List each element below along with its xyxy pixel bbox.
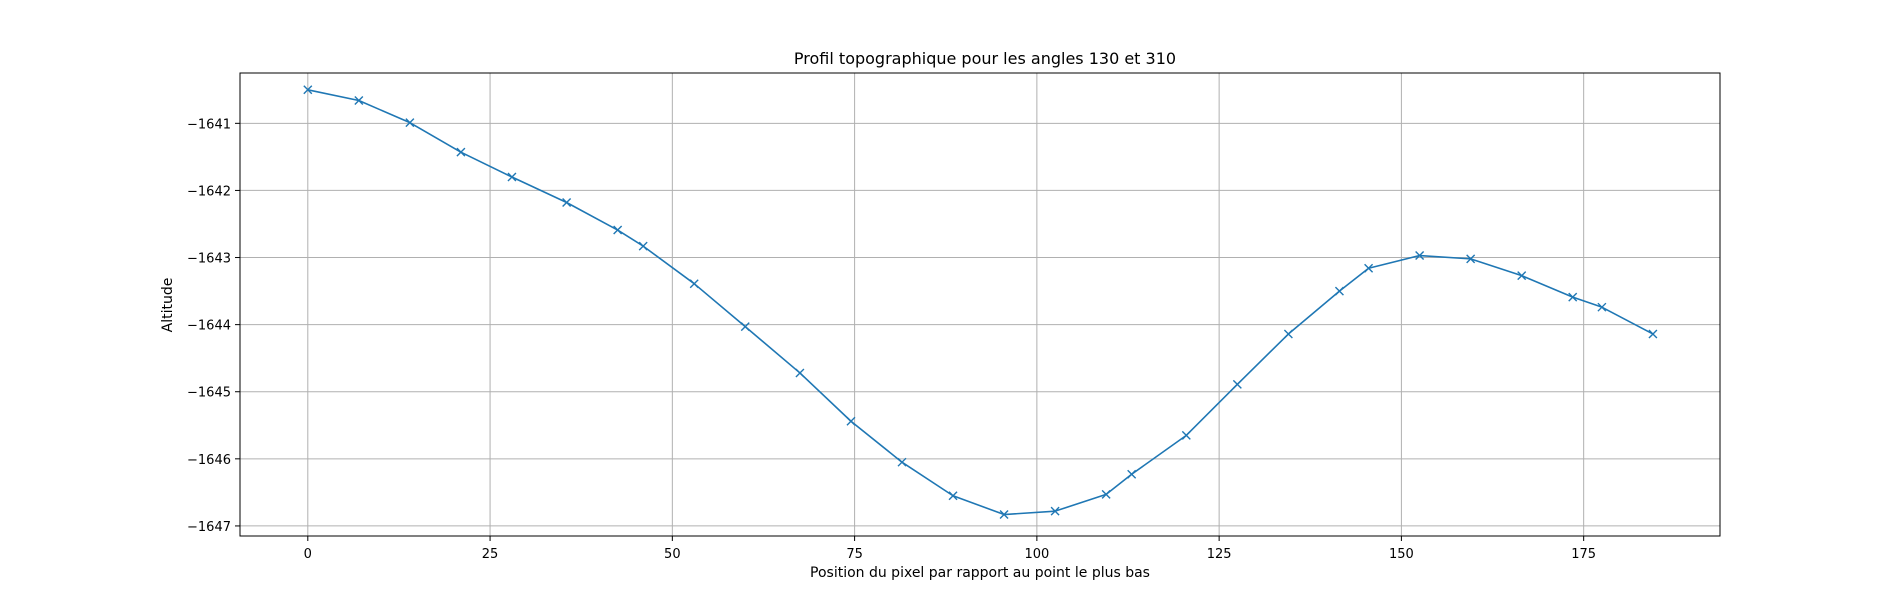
data-point: [1648, 329, 1658, 339]
data-point: [1101, 489, 1111, 499]
data-point: [795, 368, 805, 378]
x-tick-label: 75: [846, 547, 863, 562]
data-point: [846, 416, 856, 426]
data-point: [1517, 271, 1527, 281]
data-point: [897, 457, 907, 467]
x-tick-label: 100: [1024, 547, 1049, 562]
y-tick-label: −1643: [187, 252, 231, 267]
y-tick-label: −1641: [187, 117, 231, 132]
data-point: [689, 279, 699, 289]
y-axis-label: Altitude: [160, 278, 176, 333]
data-point: [740, 322, 750, 332]
x-tick-label: 50: [664, 547, 681, 562]
data-point: [638, 241, 648, 251]
grid: [240, 73, 1720, 536]
data-point: [1127, 469, 1137, 479]
data-point: [1466, 254, 1476, 264]
plot-frame: [239, 72, 1721, 537]
data-point: [948, 491, 958, 501]
data-point: [354, 96, 364, 106]
x-tick-label: 125: [1207, 547, 1232, 562]
data-point: [303, 85, 313, 95]
data-point: [1597, 302, 1607, 312]
x-tick-label: 25: [482, 547, 499, 562]
data-point: [456, 147, 466, 157]
x-tick-label: 0: [304, 547, 312, 562]
data-point: [405, 118, 415, 128]
series-line: [307, 88, 1654, 516]
data-point: [562, 198, 572, 208]
series-layer: [303, 85, 1658, 520]
data-point: [1364, 263, 1374, 273]
data-point: [613, 225, 623, 235]
x-axis-ticks: 0 25 50 75 100 125 150 175: [304, 536, 1596, 562]
y-axis-ticks: −1641 −1642 −1643 −1644 −1645 −1646 −1647: [187, 117, 240, 535]
data-point: [1283, 329, 1293, 339]
x-tick-label: 150: [1389, 547, 1414, 562]
data-point: [507, 172, 517, 182]
data-point: [1232, 379, 1242, 389]
y-tick-label: −1646: [187, 453, 231, 468]
x-axis-label: Position du pixel par rapport au point l…: [810, 565, 1150, 581]
y-tick-label: −1647: [187, 520, 231, 535]
y-tick-label: −1642: [187, 184, 231, 199]
y-tick-label: −1645: [187, 386, 231, 401]
data-point: [1050, 506, 1060, 516]
data-point: [1334, 286, 1344, 296]
y-tick-label: −1644: [187, 319, 231, 334]
data-point: [1181, 430, 1191, 440]
x-tick-label: 175: [1571, 547, 1596, 562]
chart-title: Profil topographique pour les angles 130…: [794, 49, 1176, 68]
data-point: [1568, 292, 1578, 302]
data-point: [999, 510, 1009, 520]
data-point: [1415, 251, 1425, 261]
